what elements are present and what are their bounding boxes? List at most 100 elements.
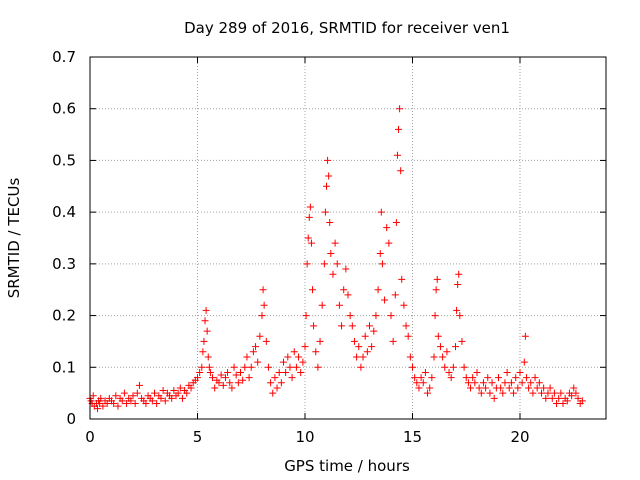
data-point xyxy=(550,389,558,397)
data-point xyxy=(321,208,329,216)
data-point xyxy=(252,343,260,351)
data-point xyxy=(234,379,242,387)
y-tick-label: 0.6 xyxy=(52,100,76,118)
data-point xyxy=(260,301,268,309)
data-point xyxy=(482,384,490,392)
data-point xyxy=(230,363,238,371)
data-point xyxy=(217,371,225,379)
data-point xyxy=(205,363,213,371)
data-point xyxy=(453,306,461,314)
data-point xyxy=(426,384,434,392)
data-point xyxy=(501,379,509,387)
data-point xyxy=(199,348,207,356)
data-point xyxy=(314,363,322,371)
data-point xyxy=(455,270,463,278)
y-tick-label: 0.1 xyxy=(52,358,76,376)
data-point xyxy=(304,234,312,242)
data-point xyxy=(340,286,348,294)
data-point xyxy=(133,389,141,397)
data-point xyxy=(366,322,373,330)
data-point xyxy=(484,374,492,382)
y-tick-label: 0 xyxy=(66,410,76,428)
data-point xyxy=(247,363,255,371)
data-point xyxy=(142,399,150,407)
data-point xyxy=(527,379,535,387)
data-point xyxy=(557,389,565,397)
data-point xyxy=(157,394,165,402)
data-point xyxy=(433,275,441,283)
data-point xyxy=(400,301,408,309)
data-point xyxy=(357,363,365,371)
y-axis-label: SRMTID / TECUs xyxy=(5,178,23,299)
data-point xyxy=(288,374,296,382)
data-point xyxy=(361,332,369,340)
data-point xyxy=(202,306,210,314)
data-point xyxy=(346,312,354,320)
data-point xyxy=(307,239,315,247)
data-point xyxy=(99,402,107,410)
data-point xyxy=(374,286,382,294)
y-tick-labels: 0 0.1 0.2 0.3 0.4 0.5 0.6 0.7 xyxy=(52,48,76,428)
data-point xyxy=(535,379,543,387)
data-point xyxy=(473,368,481,376)
data-point xyxy=(559,399,567,407)
data-point xyxy=(570,384,578,392)
data-point xyxy=(497,384,505,392)
data-point xyxy=(103,399,111,407)
data-point xyxy=(368,343,376,351)
data-point xyxy=(206,368,214,376)
data-point xyxy=(338,322,346,330)
data-point xyxy=(417,374,425,382)
x-tick-label: 15 xyxy=(403,428,422,446)
data-point xyxy=(326,218,334,226)
data-point xyxy=(194,374,201,382)
data-point xyxy=(237,368,244,376)
data-point xyxy=(280,358,287,366)
data-point xyxy=(219,381,227,389)
data-point xyxy=(243,353,251,361)
data-point xyxy=(397,167,405,175)
data-point xyxy=(176,384,184,392)
data-point xyxy=(467,384,475,392)
data-point xyxy=(118,397,126,405)
x-axis-label: GPS time / hours xyxy=(284,457,410,475)
data-point xyxy=(452,343,459,351)
data-point xyxy=(161,397,169,405)
data-point xyxy=(331,239,339,247)
data-point xyxy=(432,286,440,294)
data-point xyxy=(520,358,528,366)
data-point xyxy=(239,376,247,384)
data-point xyxy=(249,348,257,356)
data-point xyxy=(398,275,406,283)
data-point xyxy=(456,312,464,320)
data-point xyxy=(305,213,313,221)
data-point xyxy=(264,363,272,371)
data-point xyxy=(460,363,468,371)
data-point xyxy=(428,374,436,382)
data-point xyxy=(135,381,143,389)
data-point xyxy=(449,363,457,371)
data-point xyxy=(421,368,429,376)
data-point xyxy=(385,239,393,247)
data-point xyxy=(521,332,529,340)
data-point xyxy=(477,389,485,397)
data-point xyxy=(292,363,300,371)
data-point xyxy=(415,384,423,392)
data-point xyxy=(323,182,330,190)
data-point xyxy=(120,389,128,397)
data-point xyxy=(393,151,401,159)
data-point xyxy=(553,399,561,407)
x-tick-label: 20 xyxy=(510,428,529,446)
data-point xyxy=(464,379,472,387)
data-point xyxy=(258,312,266,320)
data-point xyxy=(475,384,483,392)
data-point xyxy=(490,394,498,402)
data-point xyxy=(256,332,264,340)
data-point xyxy=(353,353,361,361)
data-point xyxy=(434,332,442,340)
data-point xyxy=(348,322,356,330)
data-point xyxy=(198,363,206,371)
data-point xyxy=(335,301,343,309)
data-point xyxy=(387,312,395,320)
